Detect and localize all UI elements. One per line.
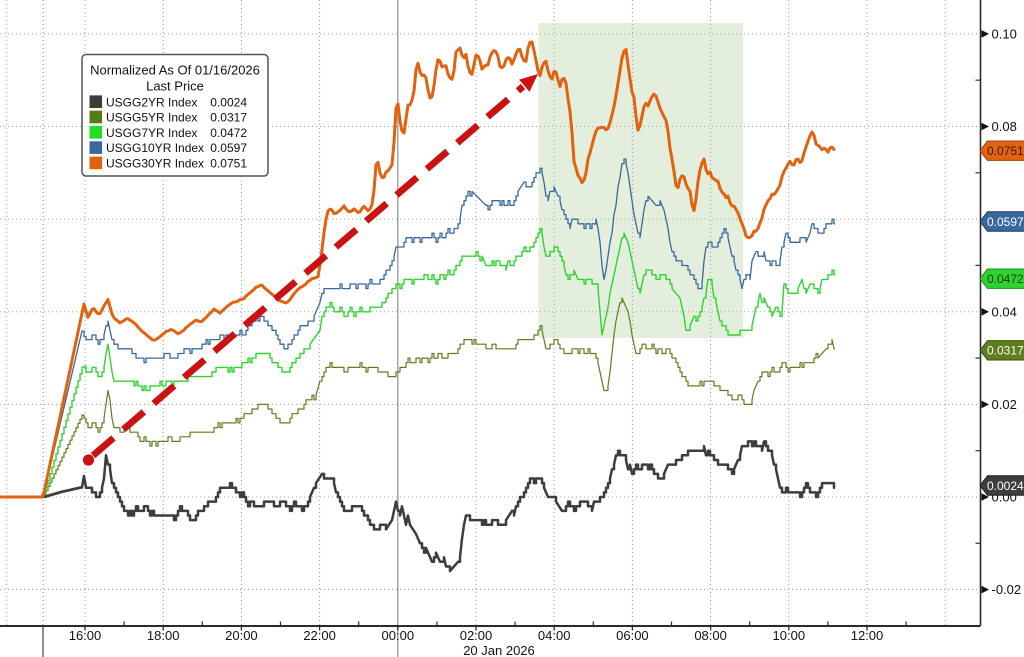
svg-text:0.0751: 0.0751 — [987, 144, 1024, 158]
svg-text:02:00: 02:00 — [460, 628, 493, 643]
svg-text:06:00: 06:00 — [616, 628, 649, 643]
svg-text:0.10: 0.10 — [992, 26, 1017, 41]
svg-text:-0.02: -0.02 — [992, 582, 1022, 597]
svg-text:0.02: 0.02 — [992, 397, 1017, 412]
svg-text:Last Price: Last Price — [146, 79, 204, 94]
svg-text:18:00: 18:00 — [147, 628, 180, 643]
svg-text:20 Jan 2026: 20 Jan 2026 — [463, 643, 535, 657]
svg-text:0.0751: 0.0751 — [210, 157, 247, 171]
svg-text:0.0024: 0.0024 — [210, 95, 247, 109]
svg-text:12:00: 12:00 — [851, 628, 884, 643]
svg-text:USGG5YR Index: USGG5YR Index — [106, 111, 197, 125]
svg-text:08:00: 08:00 — [694, 628, 727, 643]
svg-text:16:00: 16:00 — [69, 628, 102, 643]
svg-text:Normalized As Of 01/16/2026: Normalized As Of 01/16/2026 — [90, 63, 260, 78]
svg-text:USGG10YR Index: USGG10YR Index — [106, 141, 204, 155]
svg-text:0.04: 0.04 — [992, 304, 1017, 319]
svg-text:0.08: 0.08 — [992, 119, 1017, 134]
svg-text:00:00: 00:00 — [382, 628, 415, 643]
svg-text:USGG7YR Index: USGG7YR Index — [106, 126, 197, 140]
svg-text:0.0597: 0.0597 — [210, 141, 247, 155]
svg-text:10:00: 10:00 — [773, 628, 806, 643]
svg-text:0.0472: 0.0472 — [210, 126, 247, 140]
svg-text:USGG2YR Index: USGG2YR Index — [106, 95, 197, 109]
svg-text:0.0597: 0.0597 — [987, 215, 1024, 229]
svg-text:04:00: 04:00 — [538, 628, 571, 643]
svg-text:USGG30YR Index: USGG30YR Index — [106, 157, 204, 171]
svg-text:0.0317: 0.0317 — [987, 344, 1024, 358]
svg-text:0.0024: 0.0024 — [987, 479, 1024, 493]
svg-text:22:00: 22:00 — [303, 628, 336, 643]
svg-text:0.0472: 0.0472 — [987, 272, 1024, 286]
svg-text:0.0317: 0.0317 — [210, 111, 247, 125]
svg-text:20:00: 20:00 — [225, 628, 258, 643]
